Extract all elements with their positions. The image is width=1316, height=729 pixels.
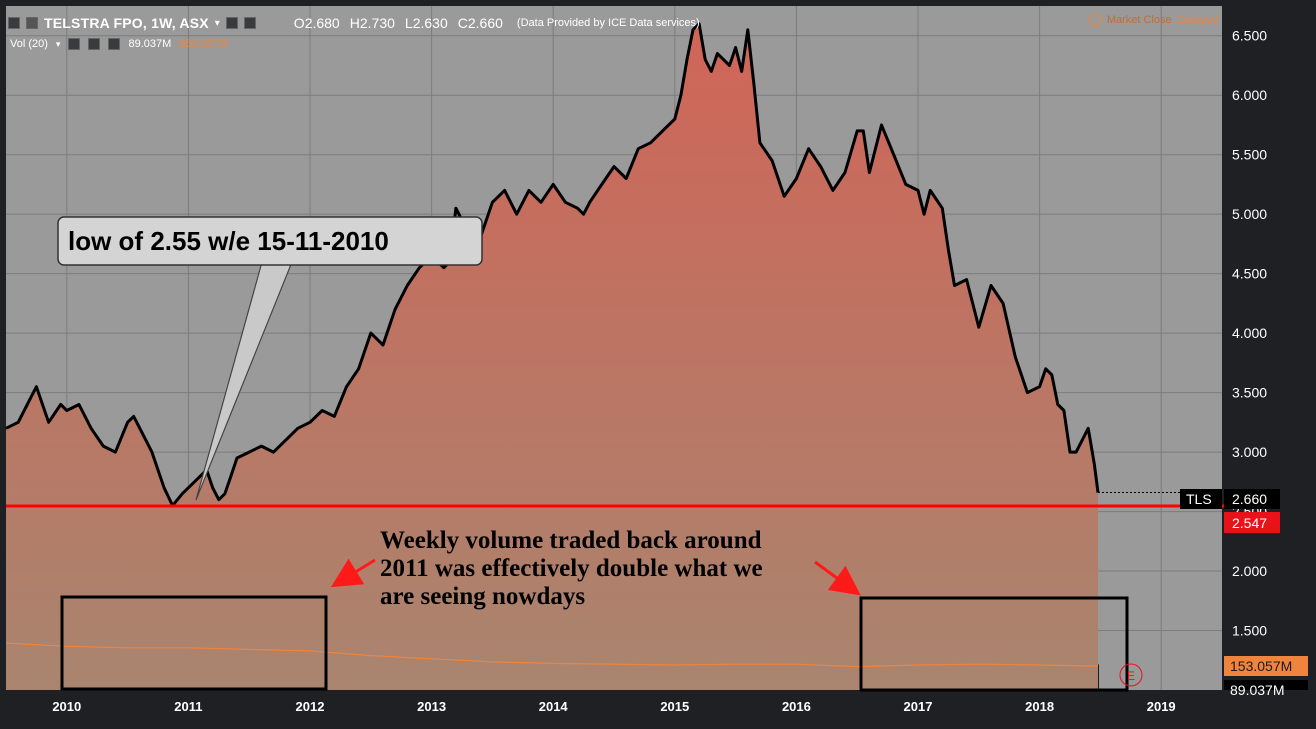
y-tick-label: 6.500: [1232, 28, 1267, 44]
x-tick-label: 2017: [904, 699, 933, 714]
volume-box-2011: [60, 595, 328, 691]
callout-box: [57, 216, 483, 266]
chevron-down-icon[interactable]: ▾: [55, 38, 61, 49]
volume-note-line3: are seeing nowdays: [380, 583, 585, 610]
close-label: C: [457, 15, 468, 31]
symbol-title[interactable]: TELSTRA FPO, 1W, ASX: [44, 15, 209, 31]
chevron-down-icon[interactable]: ▾: [214, 17, 220, 29]
market-status[interactable]: Market Close Delayed: [1088, 14, 1218, 26]
earnings-marker[interactable]: E: [1119, 663, 1143, 687]
volume-close-icon[interactable]: [108, 38, 121, 50]
volume-note-line2: 2011 was effectively double what we: [380, 555, 763, 582]
volume-tag: 89.037M: [1224, 680, 1308, 698]
y-tick-label: 4.500: [1232, 266, 1267, 282]
support-price-text: 2.547: [1232, 515, 1267, 531]
x-tick-label: 2016: [782, 699, 811, 714]
delayed-label: Delayed: [1177, 14, 1218, 26]
ohlc-values: O2.680 H2.730 L2.630 C2.660: [294, 15, 503, 31]
volume-note-line1: Weekly volume traded back around: [380, 527, 762, 554]
volume-ma-line: [5, 642, 1099, 668]
symbol-square-icon: [26, 17, 38, 29]
x-tick-label: 2018: [1025, 699, 1054, 714]
y-tick-label: 1.500: [1232, 623, 1267, 639]
y-tick-label: 3.000: [1232, 444, 1267, 460]
volume-box-recent: [859, 596, 1129, 692]
high-value: 2.730: [359, 15, 395, 31]
y-tick-label: 5.000: [1232, 206, 1267, 222]
y-tick-label: 2.000: [1232, 563, 1267, 579]
volume-value: 89.037M: [128, 38, 172, 50]
volume-ma-tag: 153.057M: [1224, 656, 1308, 676]
volume-indicator-label[interactable]: Vol (20): [10, 38, 48, 50]
symbol-price-tag: TLS 2.660: [1180, 489, 1280, 509]
x-tick-label: 2013: [417, 699, 446, 714]
arrow-left: [330, 558, 376, 588]
y-tick-label: 5.500: [1232, 147, 1267, 163]
x-axis: 2010 2011 2012 2013 2014 2015 2016 2017 2018 2019: [52, 699, 1175, 714]
y-axis: 1.5002.0002.5003.0003.5004.0004.5005.000…: [1232, 28, 1267, 639]
x-tick-label: 2014: [539, 699, 569, 714]
volume-ma-value: 153.057M: [179, 38, 229, 50]
callout: low of 2.55 w/e 15-11-2010: [57, 216, 483, 501]
low-label: L: [404, 15, 413, 31]
open-value: 2.680: [304, 15, 340, 31]
volume-ma-tag-text: 153.057M: [1230, 658, 1292, 674]
open-label: O: [293, 15, 305, 31]
arrow-right: [814, 560, 861, 596]
volume-settings-icon[interactable]: [68, 38, 81, 50]
close-value: 2.660: [467, 15, 503, 31]
data-source-note: (Data Provided by ICE Data services): [516, 17, 700, 29]
symbol-tag-text: TLS: [1186, 491, 1212, 507]
x-tick-label: 2015: [660, 699, 689, 714]
price-area: [6, 23, 1098, 691]
settings-square-icon[interactable]: [225, 17, 238, 29]
collapse-icon[interactable]: [8, 17, 20, 29]
x-tick-label: 2012: [296, 699, 325, 714]
clock-icon: [1088, 14, 1101, 26]
close-square-icon[interactable]: [243, 17, 256, 29]
support-price-tag: 2.547: [1224, 512, 1280, 533]
earnings-marker-text: E: [1127, 669, 1135, 683]
volume-eye-icon[interactable]: [88, 38, 101, 50]
x-tick-label: 2019: [1147, 699, 1176, 714]
volume-header: Vol (20) ▾ 89.037M 153.057M: [10, 38, 228, 50]
y-tick-label: 3.500: [1232, 385, 1267, 401]
high-label: H: [349, 15, 360, 31]
x-tick-label: 2010: [52, 699, 81, 714]
volume-tag-text: 89.037M: [1230, 682, 1284, 698]
market-status-text: Market Close: [1106, 14, 1172, 26]
last-price-text: 2.660: [1232, 491, 1267, 507]
chart-header: TELSTRA FPO, 1W, ASX ▾ O2.680 H2.730 L2.…: [8, 14, 700, 32]
y-tick-label: 4.000: [1232, 325, 1267, 341]
y-tick-label: 6.000: [1232, 87, 1267, 103]
x-tick-label: 2011: [174, 699, 202, 714]
callout-text: low of 2.55 w/e 15-11-2010: [68, 226, 389, 256]
low-value: 2.630: [412, 15, 448, 31]
